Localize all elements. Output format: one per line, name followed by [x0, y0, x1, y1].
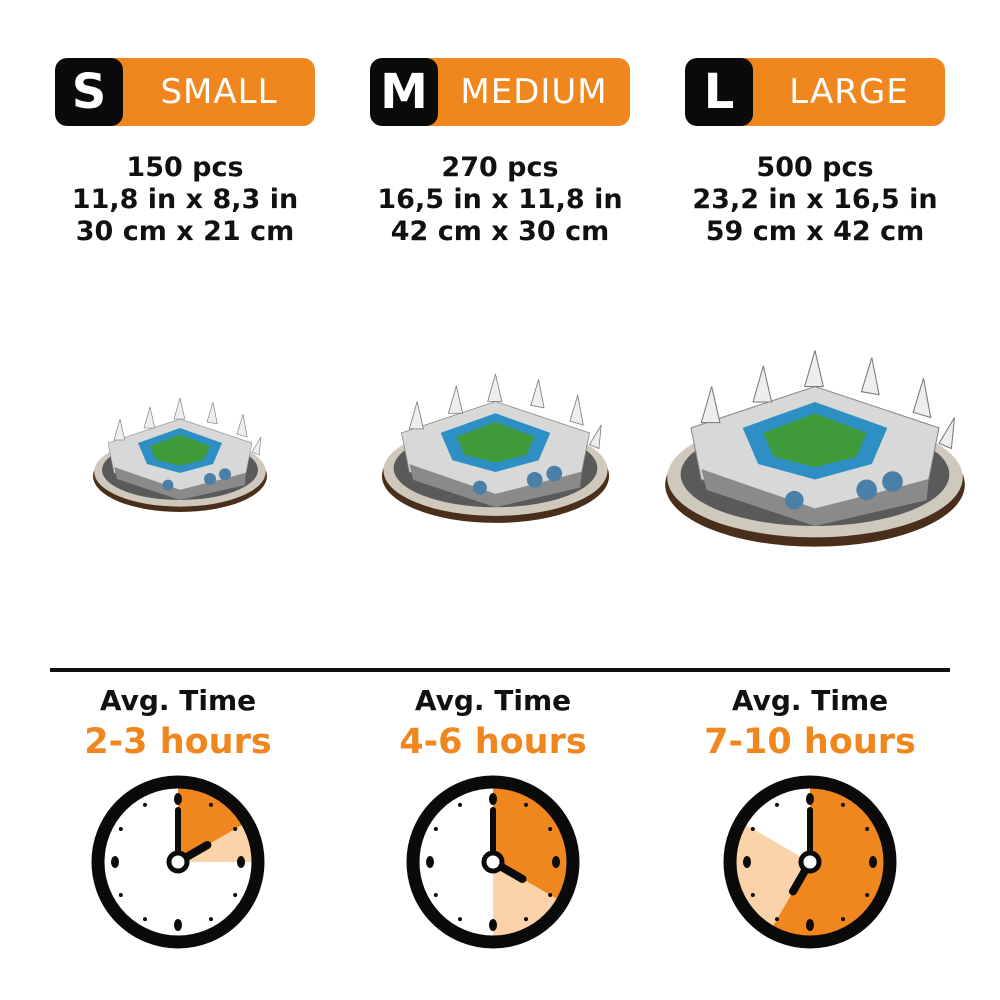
- hour-tick: [209, 802, 213, 807]
- hour-tick: [865, 827, 870, 831]
- dimensions-inches: 16,5 in x 11,8 in: [377, 184, 623, 215]
- hour-tick: [426, 856, 434, 868]
- hour-tick: [750, 827, 755, 831]
- hour-tick: [841, 802, 845, 807]
- hour-tick: [489, 919, 497, 931]
- hour-tick: [237, 856, 245, 868]
- avg-time-value: 4-6 hours: [399, 722, 587, 762]
- clock-icon-medium: [406, 775, 580, 949]
- size-letter: L: [685, 58, 753, 126]
- hour-tick: [143, 802, 147, 807]
- hour-tick: [118, 893, 123, 897]
- size-label: MEDIUM: [460, 72, 608, 112]
- hour-tick: [869, 856, 877, 868]
- piece-count: 500 pcs: [756, 152, 874, 183]
- avg-time-value: 7-10 hours: [704, 722, 916, 762]
- size-badge-medium: M MEDIUM: [370, 58, 630, 126]
- hour-tick: [750, 893, 755, 897]
- hour-tick: [548, 827, 553, 831]
- dimensions-inches: 23,2 in x 16,5 in: [692, 184, 938, 215]
- hour-tick: [524, 802, 528, 807]
- hour-tick: [806, 793, 814, 805]
- section-divider: [50, 668, 950, 672]
- min-time-sector: [773, 788, 884, 936]
- hour-tick: [806, 919, 814, 931]
- hour-tick: [143, 917, 147, 922]
- size-label: SMALL: [160, 72, 278, 112]
- hour-tick: [209, 917, 213, 922]
- hour-tick: [233, 893, 238, 897]
- dimensions-cm: 30 cm x 21 cm: [75, 216, 295, 247]
- clock-center-pin: [481, 850, 505, 874]
- avg-time-label: Avg. Time: [731, 684, 889, 717]
- stadium-model-small: [92, 397, 268, 513]
- clock-center-pin: [166, 850, 190, 874]
- hour-tick: [743, 856, 751, 868]
- size-badge-large: L LARGE: [685, 58, 945, 126]
- min-time-sector: [178, 788, 243, 862]
- stadium-model-large: [664, 349, 966, 548]
- size-letter: M: [370, 58, 438, 126]
- hour-tick: [865, 893, 870, 897]
- hour-tick: [458, 917, 462, 922]
- size-letter: S: [55, 58, 123, 126]
- piece-count: 150 pcs: [126, 152, 244, 183]
- clock-rim: [723, 775, 897, 949]
- size-badge-small: S SMALL: [55, 58, 315, 126]
- clock-icon-large: [723, 775, 897, 949]
- clock-rim: [406, 775, 580, 949]
- dimensions-cm: 59 cm x 42 cm: [705, 216, 925, 247]
- stadium-model-medium: [381, 373, 610, 524]
- avg-time-label: Avg. Time: [99, 684, 257, 717]
- size-label: LARGE: [789, 72, 909, 112]
- dimensions-inches: 11,8 in x 8,3 in: [71, 184, 299, 215]
- hour-tick: [118, 827, 123, 831]
- hour-tick: [433, 893, 438, 897]
- hour-tick: [841, 917, 845, 922]
- extra-time-sector: [736, 825, 810, 927]
- hour-tick: [775, 802, 779, 807]
- clock-icon-small: [91, 775, 265, 949]
- hour-tick: [524, 917, 528, 922]
- clock-center-pin: [798, 850, 822, 874]
- clock-rim: [91, 775, 265, 949]
- avg-time-value: 2-3 hours: [84, 722, 272, 762]
- avg-time-label: Avg. Time: [414, 684, 572, 717]
- hour-tick: [174, 793, 182, 805]
- hour-tick: [458, 802, 462, 807]
- hour-tick: [775, 917, 779, 922]
- specs-small: 150 pcs 11,8 in x 8,3 in 30 cm x 21 cm: [25, 152, 345, 248]
- piece-count: 270 pcs: [441, 152, 559, 183]
- hour-tick: [433, 827, 438, 831]
- specs-large: 500 pcs 23,2 in x 16,5 in 59 cm x 42 cm: [655, 152, 975, 248]
- hour-tick: [174, 919, 182, 931]
- specs-medium: 270 pcs 16,5 in x 11,8 in 42 cm x 30 cm: [340, 152, 660, 248]
- hour-tick: [552, 856, 560, 868]
- hour-tick: [111, 856, 119, 868]
- hour-tick: [548, 893, 553, 897]
- hour-tick: [489, 793, 497, 805]
- extra-time-sector: [493, 862, 558, 936]
- dimensions-cm: 42 cm x 30 cm: [390, 216, 610, 247]
- hour-tick: [233, 827, 238, 831]
